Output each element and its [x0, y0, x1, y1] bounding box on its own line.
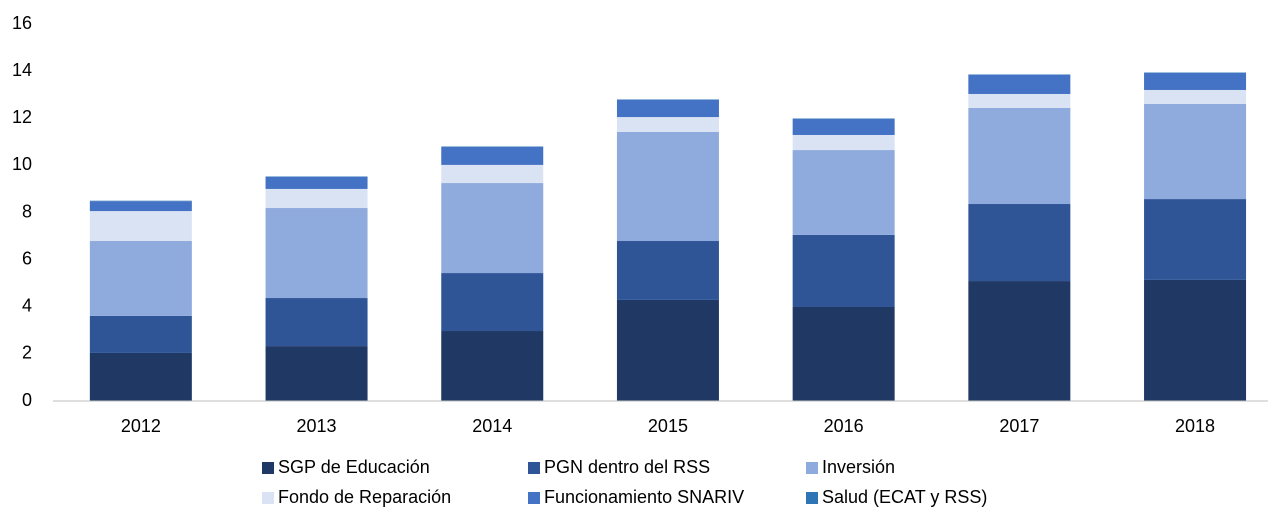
legend-label: PGN dentro del RSS [544, 457, 710, 477]
legend-swatch [262, 492, 274, 504]
legend-swatch [262, 462, 274, 474]
bar-segment [89, 315, 192, 353]
y-tick-label: 6 [22, 248, 32, 268]
bar-segment [616, 99, 719, 118]
x-tick-label: 2018 [1175, 416, 1215, 436]
y-tick-label: 8 [22, 201, 32, 221]
legend-label: SGP de Educación [278, 457, 430, 477]
bar-segment [968, 281, 1071, 401]
legend-swatch [528, 492, 540, 504]
bar-segment [1144, 279, 1247, 401]
y-tick-label: 14 [12, 60, 32, 80]
bar-segment [968, 107, 1071, 205]
x-tick-label: 2013 [297, 416, 337, 436]
legend-swatch [806, 462, 818, 474]
bar-segment [1144, 103, 1247, 200]
bar-segment [265, 208, 368, 299]
x-tick-label: 2012 [121, 416, 161, 436]
x-tick-label: 2016 [824, 416, 864, 436]
bar-segment [1144, 199, 1247, 280]
bar-segment [616, 241, 719, 300]
y-tick-label: 4 [22, 296, 32, 316]
y-tick-label: 0 [22, 390, 32, 410]
bar-segment [616, 299, 719, 401]
bar-segment [265, 188, 368, 209]
bar-segment [89, 241, 192, 316]
legend-label: Salud (ECAT y RSS) [822, 487, 987, 507]
bar-segment [792, 150, 895, 235]
bar-segment [265, 346, 368, 401]
legend-label: Funcionamiento SNARIV [544, 487, 744, 507]
bar-segment [968, 204, 1071, 282]
bar-segment [968, 74, 1071, 94]
bar-segment [265, 176, 368, 189]
bar-segment [792, 118, 895, 135]
bar-segment [441, 273, 544, 332]
legend-label: Inversión [822, 457, 895, 477]
x-tick-label: 2015 [648, 416, 688, 436]
bar-segment [265, 298, 368, 347]
y-tick-label: 16 [12, 13, 32, 33]
bar-segment [441, 146, 544, 165]
bar-segment [441, 183, 544, 274]
bar-segment [89, 352, 192, 401]
x-tick-label: 2014 [472, 416, 512, 436]
bar-segment [1144, 73, 1247, 90]
x-tick-label: 2017 [999, 416, 1039, 436]
bar-segment [441, 164, 544, 184]
bar-segment [441, 331, 544, 401]
legend-swatch [528, 462, 540, 474]
y-tick-label: 12 [12, 107, 32, 127]
bar-segment [968, 93, 1071, 108]
bar-segment [792, 234, 895, 307]
bar-segment [616, 131, 719, 242]
bar-segment [89, 201, 192, 212]
y-tick-label: 10 [12, 154, 32, 174]
bar-segment [616, 117, 719, 132]
bar-segment [792, 134, 895, 151]
bar-segment [1144, 89, 1247, 104]
y-tick-label: 2 [22, 343, 32, 363]
bar-segment [792, 306, 895, 401]
legend-label: Fondo de Reparación [278, 487, 451, 507]
bar-segment [89, 211, 192, 242]
legend-swatch [806, 492, 818, 504]
